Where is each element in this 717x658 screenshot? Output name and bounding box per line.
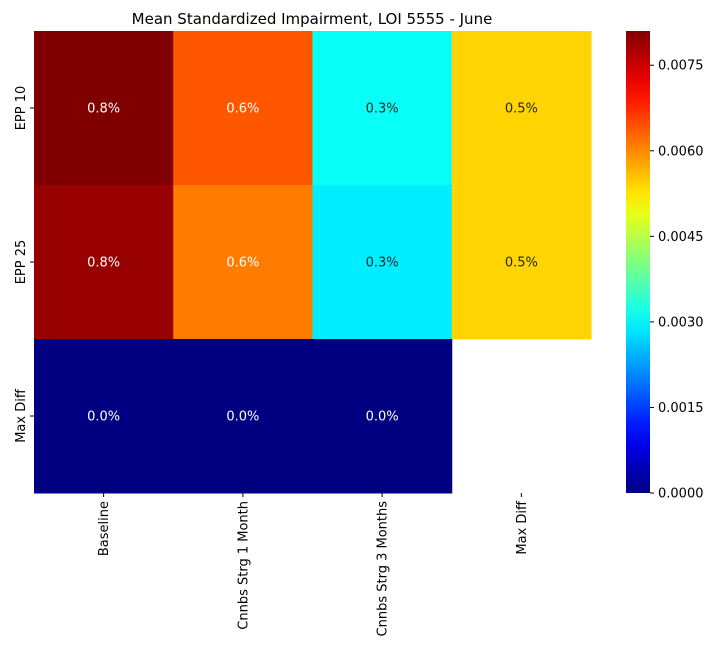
y-tick-label: EPP 25 [14, 240, 29, 285]
colorbar-tick-label: 0.0000 [658, 487, 704, 502]
chart-title: Mean Standardized Impairment, LOI 5555 -… [132, 10, 493, 28]
cell-annotation: 0.8% [87, 256, 120, 271]
cell-annotation: 0.6% [226, 102, 259, 117]
heatmap-cell [34, 185, 174, 340]
colorbar-tick-label: 0.0045 [658, 230, 704, 245]
y-axis-ticks: EPP 10 EPP 25 Max Diff [14, 86, 34, 443]
heatmap-cell [312, 185, 453, 340]
cell-annotation: 0.3% [366, 256, 399, 271]
heatmap-cell [34, 31, 174, 186]
colorbar-tick-label: 0.0030 [658, 315, 704, 330]
x-axis-ticks: Baseline Cnnbs Strg 1 Month Cnnbs Strg 3 M… [97, 493, 530, 636]
x-tick-label: Baseline [97, 501, 112, 556]
cell-annotation: 0.5% [505, 102, 538, 117]
cell-annotations: 0.8% 0.6% 0.3% 0.5% 0.8% 0.6% 0.3% 0.5% 0.0% 0.0%… [87, 102, 538, 425]
colorbar-ticks: 0.0000 0.0015 0.0030 0.0045 0.0060 0.0075 [650, 59, 704, 502]
y-tick-label: Max Diff [14, 388, 29, 443]
colorbar-tick-label: 0.0015 [658, 401, 704, 416]
cell-annotation: 0.0% [366, 410, 399, 425]
x-tick-label: Cnnbs Strg 1 Month [236, 501, 251, 630]
x-tick-label: Max Diff [515, 500, 530, 555]
heatmap-cells [34, 31, 592, 494]
colorbar-tick-label: 0.0060 [658, 144, 704, 159]
heatmap-cell [312, 31, 453, 186]
cell-annotation: 0.8% [87, 102, 120, 117]
heatmap-cell [451, 31, 592, 186]
cell-annotation: 0.3% [366, 102, 399, 117]
heatmap-cell [173, 31, 313, 186]
heatmap-cell [312, 339, 453, 494]
heatmap-cell [173, 339, 313, 494]
cell-annotation: 0.5% [505, 256, 538, 271]
y-tick-label: EPP 10 [14, 86, 29, 131]
cell-annotation: 0.6% [226, 256, 259, 271]
heatmap-cell [451, 185, 592, 340]
colorbar [626, 31, 650, 493]
heatmap-cell [34, 339, 174, 494]
heatmap-cell [173, 185, 313, 340]
colorbar-tick-label: 0.0075 [658, 59, 704, 74]
x-tick-label: Cnnbs Strg 3 Months [376, 501, 391, 637]
cell-annotation: 0.0% [226, 410, 259, 425]
cell-annotation: 0.0% [87, 410, 120, 425]
